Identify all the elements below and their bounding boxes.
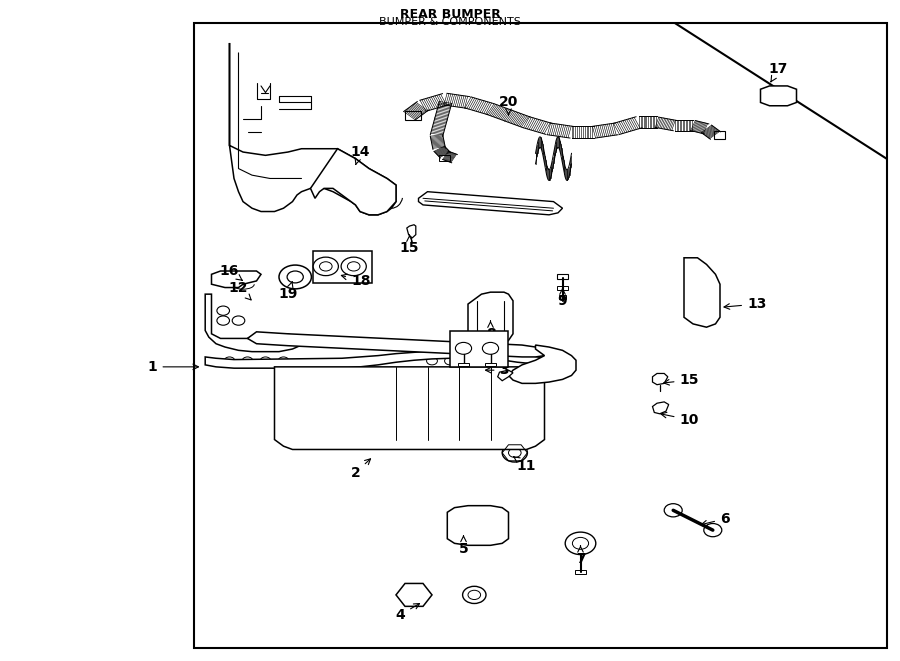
Text: 14: 14 [350, 145, 370, 165]
Bar [575, 570, 586, 574]
Circle shape [224, 357, 235, 365]
Bar [439, 155, 450, 161]
Polygon shape [205, 294, 302, 352]
Text: 16: 16 [220, 264, 242, 280]
Circle shape [480, 520, 496, 531]
Circle shape [508, 448, 521, 457]
Circle shape [455, 342, 472, 354]
Circle shape [565, 532, 596, 555]
Circle shape [427, 357, 437, 365]
Circle shape [463, 357, 473, 365]
Polygon shape [498, 370, 513, 381]
Text: 2: 2 [351, 459, 371, 480]
Circle shape [445, 357, 455, 365]
Polygon shape [248, 332, 549, 357]
Polygon shape [652, 373, 668, 385]
Polygon shape [310, 149, 396, 215]
Circle shape [435, 342, 447, 352]
Circle shape [405, 588, 423, 602]
Text: 13: 13 [724, 297, 767, 311]
Circle shape [572, 537, 589, 549]
Circle shape [347, 262, 360, 271]
Bar [557, 274, 568, 279]
Bar [557, 286, 568, 290]
Text: 18: 18 [341, 274, 371, 288]
Polygon shape [468, 292, 513, 350]
Bar [559, 295, 566, 299]
Text: 8: 8 [486, 321, 495, 341]
Polygon shape [418, 192, 562, 215]
Circle shape [704, 524, 722, 537]
Circle shape [313, 257, 338, 276]
Circle shape [482, 342, 499, 354]
Circle shape [544, 354, 554, 362]
Bar [458, 363, 469, 366]
Circle shape [279, 265, 311, 289]
Circle shape [399, 342, 411, 352]
Circle shape [468, 590, 481, 600]
Polygon shape [212, 271, 261, 288]
Text: 17: 17 [769, 62, 788, 82]
Circle shape [664, 504, 682, 517]
Polygon shape [205, 350, 544, 368]
Polygon shape [684, 258, 720, 327]
Polygon shape [652, 402, 669, 414]
Circle shape [767, 87, 790, 104]
Polygon shape [274, 367, 544, 449]
Circle shape [341, 257, 366, 276]
Bar [356, 174, 378, 188]
Circle shape [287, 271, 303, 283]
Text: 6: 6 [701, 512, 730, 526]
Circle shape [232, 316, 245, 325]
Text: 20: 20 [499, 95, 518, 115]
Bar [194, 23, 886, 648]
Polygon shape [760, 86, 796, 106]
Polygon shape [447, 506, 508, 545]
Circle shape [217, 316, 230, 325]
Text: BUMPER & COMPONENTS: BUMPER & COMPONENTS [379, 17, 521, 27]
Circle shape [502, 444, 527, 462]
Text: 3: 3 [485, 363, 509, 377]
Polygon shape [396, 584, 432, 606]
Text: 15: 15 [663, 373, 699, 387]
Circle shape [544, 369, 554, 377]
Text: 10: 10 [661, 412, 699, 427]
Text: 19: 19 [278, 282, 298, 301]
Circle shape [471, 342, 483, 352]
Bar [714, 131, 724, 139]
Polygon shape [508, 345, 576, 383]
Circle shape [242, 357, 253, 365]
Polygon shape [230, 43, 396, 215]
Bar [338, 387, 382, 426]
Text: 15: 15 [400, 235, 419, 255]
Circle shape [217, 306, 230, 315]
Text: 5: 5 [459, 536, 468, 556]
Polygon shape [407, 225, 416, 238]
Bar [288, 387, 328, 426]
Text: REAR BUMPER: REAR BUMPER [400, 8, 500, 21]
Circle shape [554, 363, 565, 371]
Bar [405, 111, 421, 120]
Text: 7: 7 [576, 546, 585, 566]
Circle shape [773, 92, 784, 100]
Circle shape [320, 262, 332, 271]
Circle shape [463, 586, 486, 603]
Circle shape [278, 357, 289, 365]
Text: 1: 1 [148, 360, 199, 374]
Bar [313, 251, 372, 283]
Bar [491, 405, 513, 416]
Text: 4: 4 [396, 603, 419, 622]
Text: 9: 9 [558, 288, 567, 308]
Circle shape [260, 357, 271, 365]
Circle shape [455, 520, 472, 531]
Text: 11: 11 [514, 457, 536, 473]
Text: 12: 12 [229, 280, 251, 300]
Bar [485, 363, 496, 366]
Bar [450, 330, 508, 367]
